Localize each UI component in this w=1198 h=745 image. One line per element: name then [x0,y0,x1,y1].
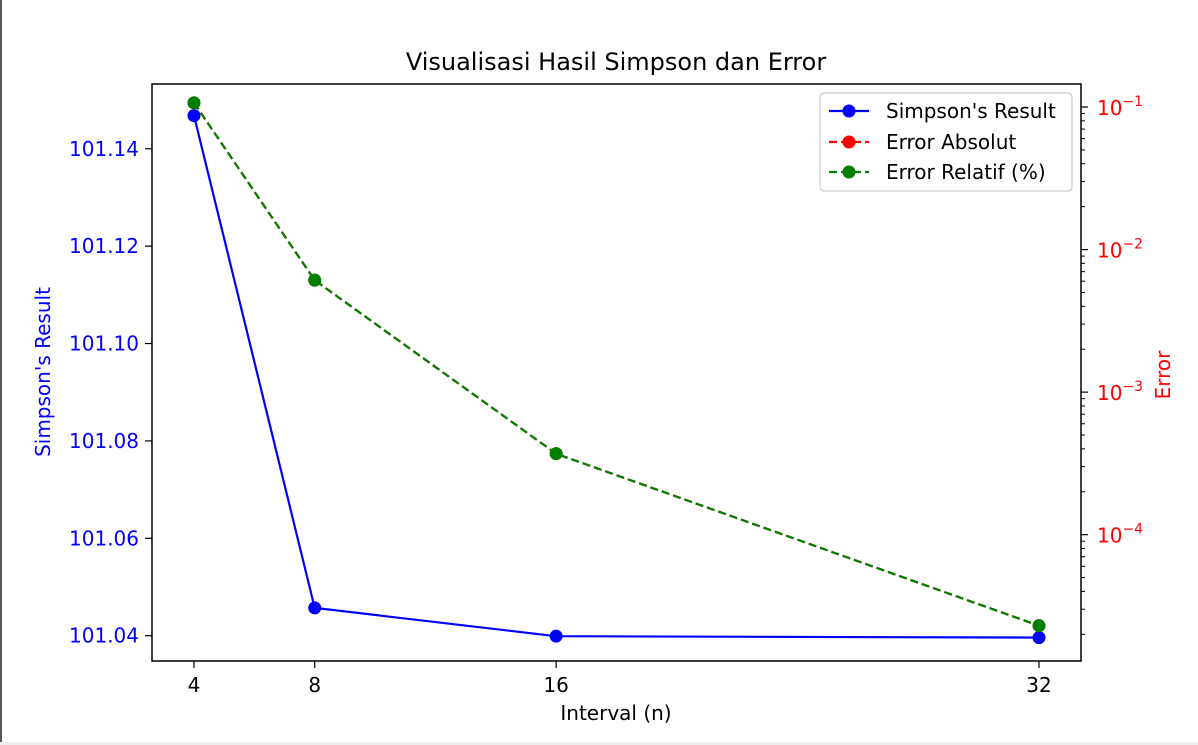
data-point-series-0 [1032,631,1046,645]
y-axis-left-label: Simpson's Result [31,287,55,457]
y-right-tick-label: 10−4 [1097,522,1143,548]
y-left-tick-label: 101.12 [69,234,139,258]
window-bottom-strip [0,742,1198,745]
y-right-tick-label: 10−3 [1097,379,1143,405]
data-point-series-0 [308,601,322,615]
series-line-2 [193,102,1040,627]
x-axis-label: Interval (n) [560,701,671,725]
legend-label: Error Relatif (%) [886,160,1046,184]
plot-frame [151,83,1082,662]
legend-box [819,92,1073,192]
y-left-tick-label: 101.06 [69,526,139,550]
x-tick-label: 8 [308,673,321,697]
legend-item-error-absolut: Error Absolut [829,130,1016,154]
y-left-tick-label: 101.10 [69,332,139,356]
plot-area [187,96,1046,645]
y-axis-right-label: Error [1151,350,1175,400]
data-point-series-2 [1032,619,1046,633]
data-point-series-2 [549,447,563,461]
legend-item-error-relatif: Error Relatif (%) [829,160,1046,184]
axis-ticks: 4 8 16 32 101.04 101.06 101.08 101.10 101.12 101.… [69,94,1143,697]
x-tick-label: 16 [543,673,568,697]
legend-label: Simpson's Result [886,99,1056,123]
data-point-series-0 [549,629,563,643]
y-left-tick-label: 101.04 [69,624,139,648]
y-left-tick-label: 101.14 [69,137,139,161]
legend: Simpson's Result Error Absolut Error Rel… [819,92,1073,192]
series-line-0 [192,115,1040,639]
window-left-edge [0,0,2,745]
y-right-tick-label: 10−1 [1097,94,1143,120]
data-point-series-0 [187,109,201,123]
x-tick-label: 32 [1026,673,1051,697]
legend-item-simpsons-result: Simpson's Result [829,99,1056,123]
x-tick-label: 4 [188,673,201,697]
chart-title: Visualisasi Hasil Simpson dan Error [406,48,827,76]
legend-label: Error Absolut [886,130,1016,154]
y-left-tick-label: 101.08 [69,429,139,453]
data-point-series-2 [308,273,322,287]
y-right-tick-label: 10−2 [1097,237,1143,263]
data-point-series-2 [187,96,201,110]
